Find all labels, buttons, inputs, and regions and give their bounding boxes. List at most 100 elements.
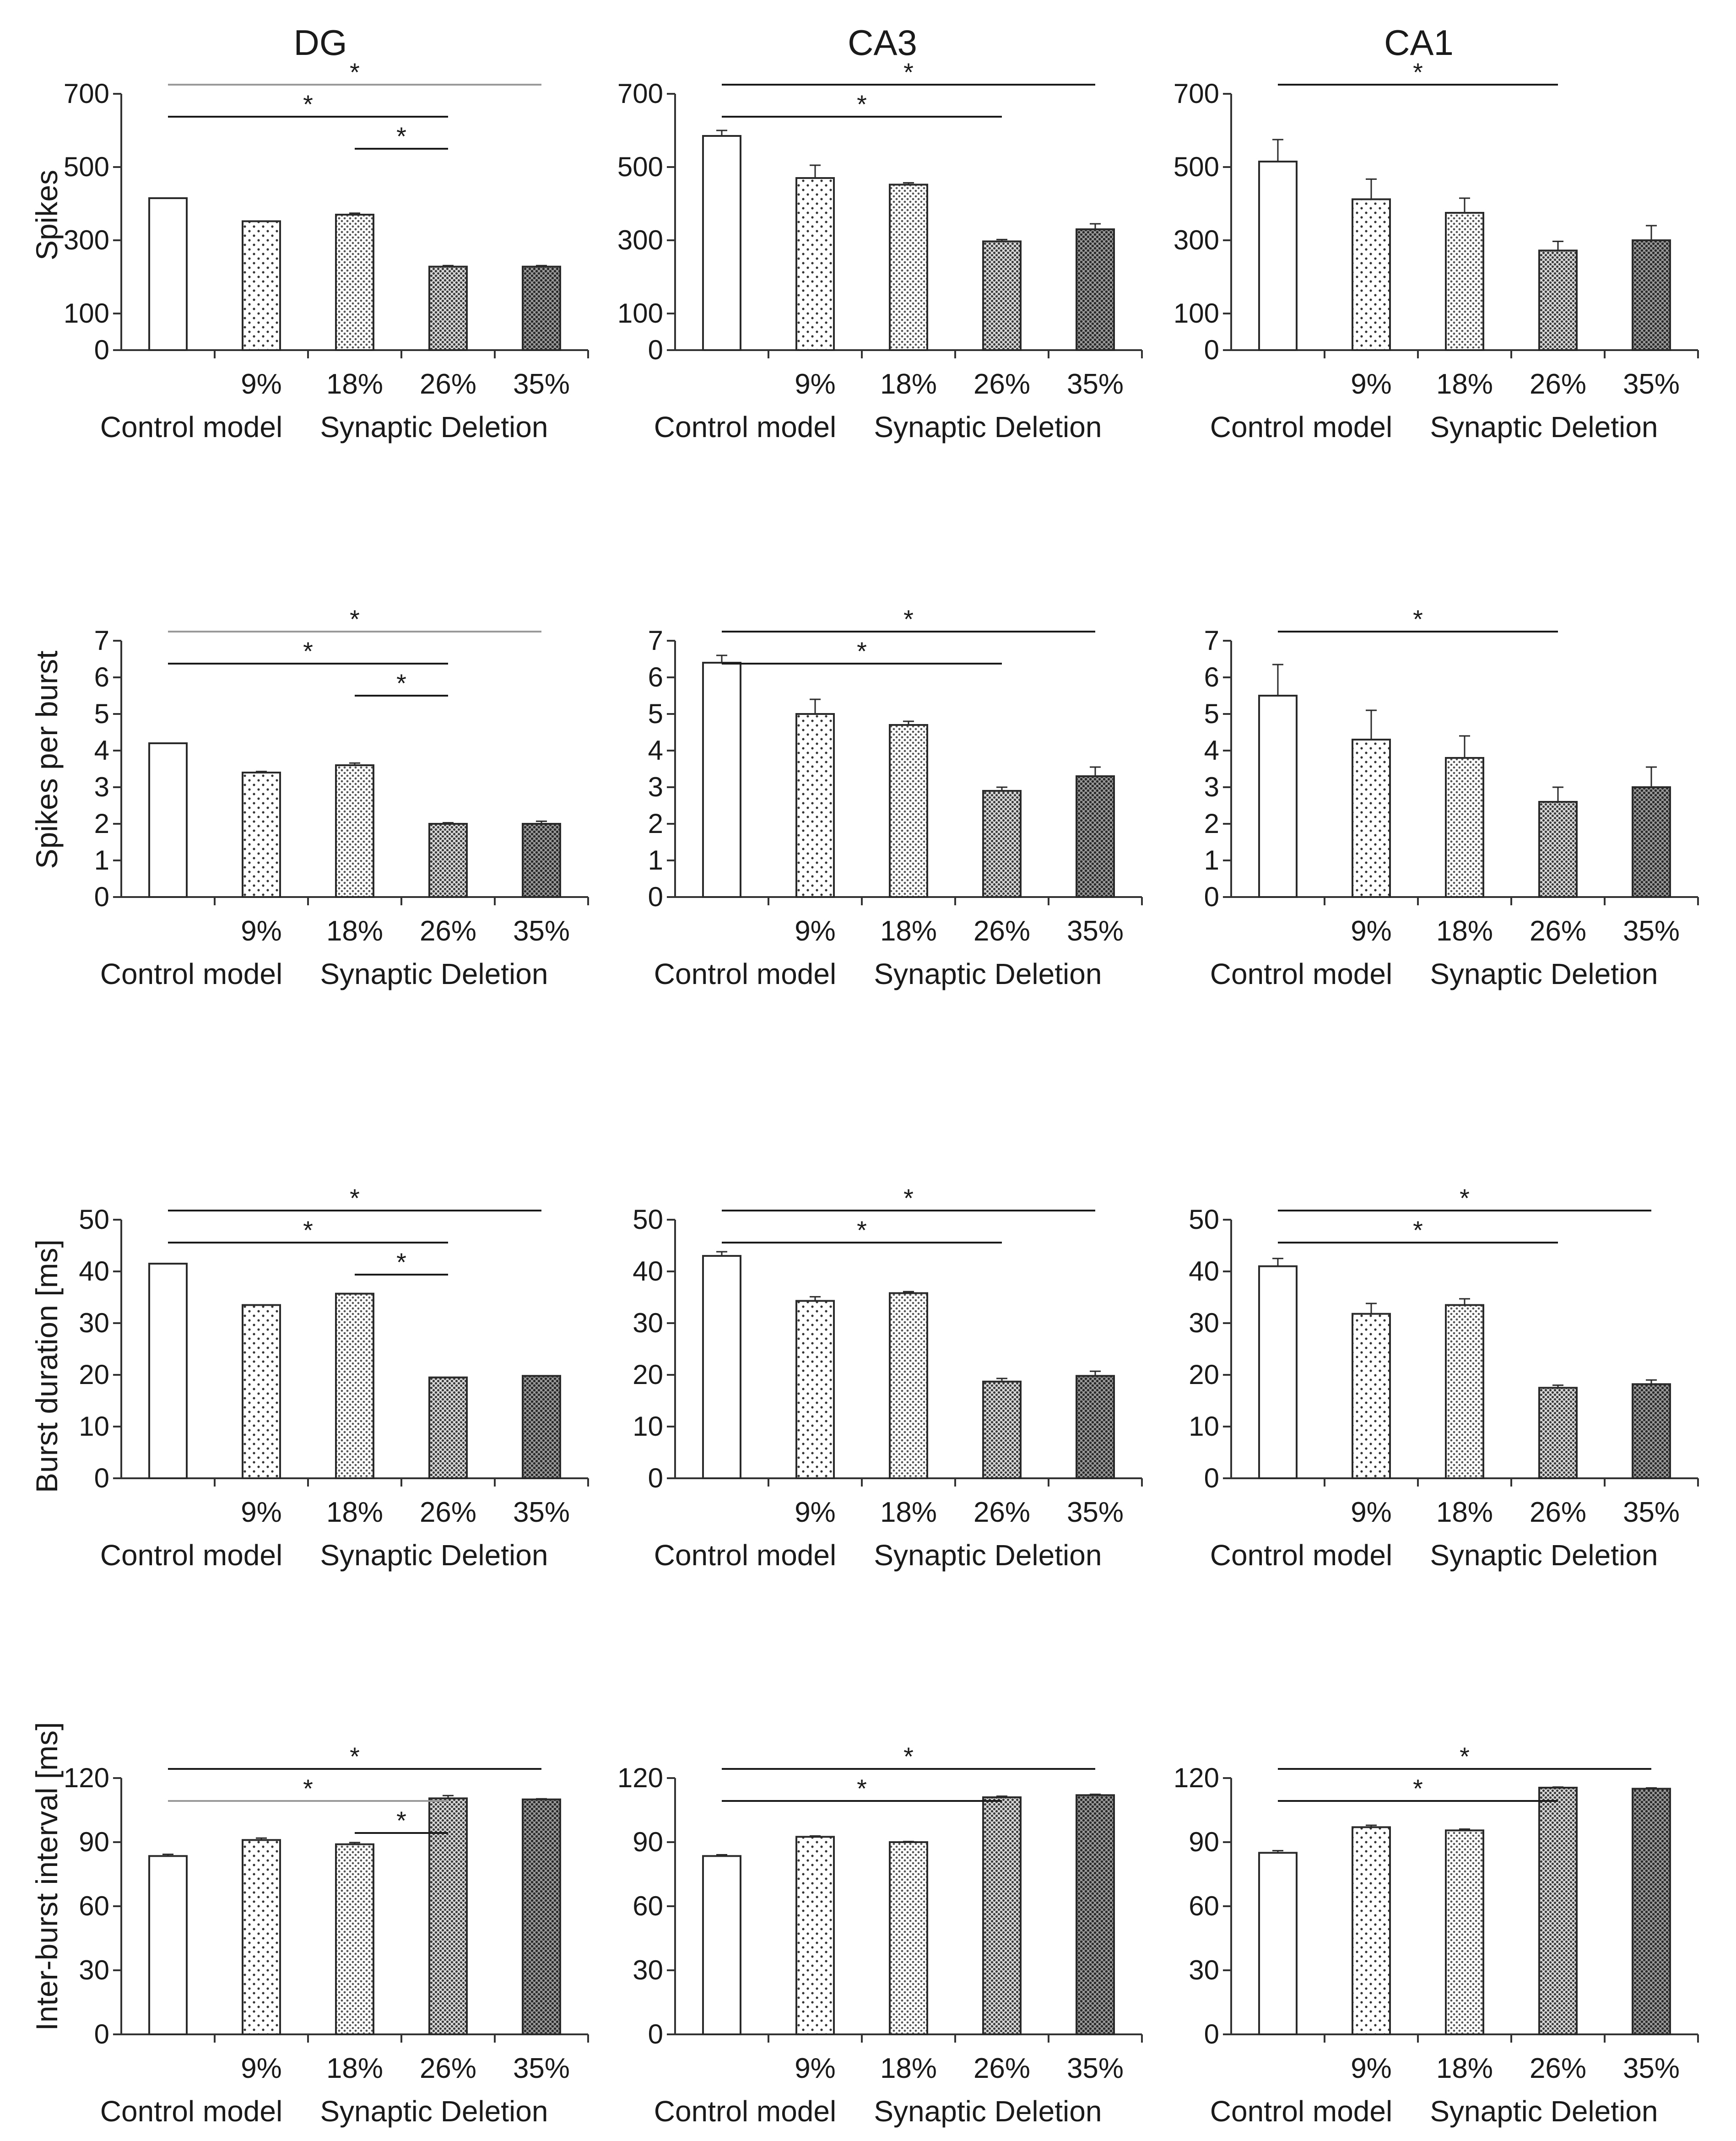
- bar-26pct: [428, 265, 468, 351]
- x-category-label: 26%: [1530, 1497, 1586, 1528]
- panel-3-2: 0 30 60 90 120 9% 18% 26% 35% Control model Synapt…: [1174, 1742, 1699, 2128]
- bar-26pct: [982, 240, 1022, 351]
- y-tick-label: 1: [648, 845, 663, 876]
- x-category-label: 35%: [1067, 1497, 1124, 1528]
- y-tick-label: 2: [1204, 808, 1219, 839]
- panel-0-1: 0 100 300 500 700 9% 18% 26% 35% Control model Syn…: [617, 58, 1143, 443]
- bar-control: [1258, 1265, 1298, 1479]
- y-tick-label: 90: [1189, 1827, 1219, 1857]
- bar-control: [148, 1855, 188, 2035]
- significance-star: *: [350, 58, 360, 87]
- group-label-synaptic-deletion: Synaptic Deletion: [874, 1539, 1102, 1572]
- bar-control: [1258, 695, 1298, 898]
- bar-control: [702, 135, 741, 351]
- x-category-label: 18%: [1436, 368, 1493, 400]
- y-tick-label: 0: [1204, 2019, 1219, 2049]
- significance-star: *: [1460, 1184, 1470, 1212]
- group-label-control: Control model: [654, 957, 836, 990]
- y-tick-label: 300: [64, 225, 109, 255]
- group-label-control: Control model: [100, 1539, 282, 1572]
- x-category-label: 9%: [1351, 368, 1392, 400]
- bar-18pct: [335, 764, 374, 898]
- significance-star: *: [303, 90, 313, 119]
- significance-star: *: [1413, 605, 1423, 633]
- y-tick-label: 1: [1204, 845, 1219, 876]
- panel-2-0: 0 10 20 30 40 50 9% 18% 26% 35% Control model Synap…: [79, 1184, 589, 1572]
- x-category-label: 9%: [1351, 915, 1392, 947]
- significance-star: *: [350, 1742, 360, 1771]
- y-tick-label: 6: [94, 662, 109, 692]
- bar-18pct: [1445, 757, 1484, 898]
- x-category-label: 35%: [1067, 915, 1124, 947]
- y-tick-label: 10: [633, 1411, 663, 1442]
- significance-star: *: [396, 1248, 406, 1276]
- significance-star: *: [350, 1184, 360, 1212]
- row-label-spikes: Spikes: [30, 170, 64, 260]
- group-label-synaptic-deletion: Synaptic Deletion: [320, 2095, 548, 2128]
- significance-star: *: [396, 122, 406, 151]
- significance-star: *: [303, 1774, 313, 1803]
- bar-35pct: [1632, 1788, 1671, 2035]
- x-category-label: 9%: [241, 2053, 282, 2084]
- y-tick-label: 10: [79, 1411, 109, 1442]
- bar-control: [148, 1263, 188, 1480]
- bar-18pct: [889, 184, 928, 351]
- panel-1-0: 0 1 2 3 4 5 6 7 9% 18% 26% 35% Control model Synaptic…: [94, 605, 589, 990]
- y-tick-label: 6: [648, 662, 663, 692]
- group-label-synaptic-deletion: Synaptic Deletion: [1430, 411, 1658, 443]
- y-tick-label: 60: [1189, 1891, 1219, 1921]
- x-category-label: 26%: [1530, 915, 1586, 947]
- significance-star: *: [303, 637, 313, 665]
- y-tick-label: 0: [648, 335, 663, 365]
- x-category-label: 26%: [1530, 2053, 1586, 2084]
- y-tick-label: 300: [1174, 225, 1219, 255]
- bar-26pct: [982, 1796, 1022, 2035]
- y-tick-label: 0: [94, 881, 109, 912]
- bar-18pct: [1445, 1829, 1484, 2035]
- group-label-control: Control model: [1210, 411, 1392, 443]
- group-label-control: Control model: [100, 2095, 282, 2128]
- group-label-synaptic-deletion: Synaptic Deletion: [320, 957, 548, 990]
- panel-2-2: 0 10 20 30 40 50 9% 18% 26% 35% Control model Synap…: [1189, 1184, 1699, 1572]
- x-category-label: 35%: [513, 368, 570, 400]
- bar-control: [1258, 1852, 1298, 2035]
- significance-star: *: [857, 637, 867, 665]
- x-category-label: 9%: [241, 1497, 282, 1528]
- x-category-label: 26%: [420, 2053, 476, 2084]
- bar-control: [702, 662, 741, 898]
- group-label-synaptic-deletion: Synaptic Deletion: [320, 1539, 548, 1572]
- bar-9pct: [1352, 1313, 1391, 1479]
- significance-star: *: [857, 1774, 867, 1803]
- group-label-control: Control model: [654, 2095, 836, 2128]
- x-category-label: 26%: [420, 1497, 476, 1528]
- y-tick-label: 1: [94, 845, 109, 876]
- y-tick-label: 500: [1174, 151, 1219, 182]
- bar-35pct: [522, 265, 561, 351]
- bar-9pct: [242, 220, 281, 351]
- y-tick-label: 120: [617, 1763, 663, 1793]
- y-tick-label: 3: [648, 772, 663, 802]
- bar-35pct: [1076, 775, 1115, 898]
- group-label-control: Control model: [1210, 1539, 1392, 1572]
- y-tick-label: 60: [633, 1891, 663, 1921]
- bar-35pct: [1632, 1383, 1671, 1480]
- x-category-label: 9%: [795, 915, 836, 947]
- significance-star: *: [903, 605, 914, 633]
- y-tick-label: 40: [1189, 1256, 1219, 1287]
- bar-9pct: [1352, 198, 1391, 351]
- y-tick-label: 50: [633, 1204, 663, 1235]
- y-tick-label: 50: [79, 1204, 109, 1235]
- group-label-synaptic-deletion: Synaptic Deletion: [1430, 2095, 1658, 2128]
- y-tick-label: 30: [79, 1308, 109, 1338]
- bar-9pct: [795, 1836, 835, 2035]
- y-tick-label: 40: [79, 1256, 109, 1287]
- panel-1-2: 0 1 2 3 4 5 6 7 9% 18% 26% 35% Control model Synaptic…: [1204, 605, 1699, 990]
- bar-26pct: [428, 1376, 468, 1479]
- group-label-control: Control model: [100, 957, 282, 990]
- significance-star: *: [857, 1216, 867, 1244]
- x-category-label: 18%: [326, 1497, 383, 1528]
- x-category-label: 9%: [241, 915, 282, 947]
- bar-35pct: [522, 1375, 561, 1480]
- group-label-control: Control model: [1210, 957, 1392, 990]
